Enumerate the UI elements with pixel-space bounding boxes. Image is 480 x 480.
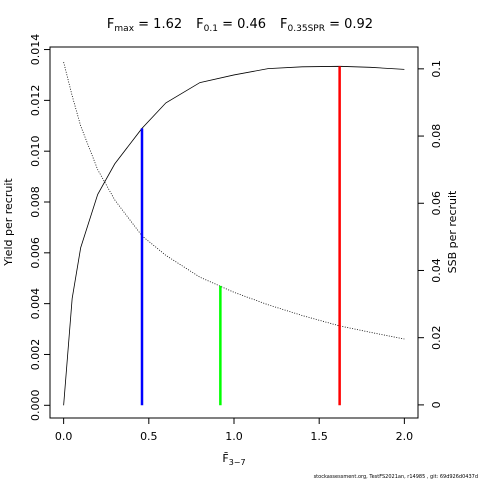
x-label-main: F̄	[222, 452, 228, 465]
y-tick-label: 0.006	[29, 237, 42, 269]
y-tick-label: 0.012	[29, 85, 42, 117]
x-tick-label: 2.0	[396, 430, 414, 443]
title-sub: max	[114, 24, 134, 34]
series-line	[63, 65, 405, 406]
title-sub: 0.35SPR	[288, 24, 325, 34]
y2-tick-label: 0.08	[430, 124, 443, 149]
x-tick-label: 0.5	[140, 430, 158, 443]
title-main: F	[196, 17, 203, 32]
x-label-sub: 3−7	[229, 458, 246, 467]
y2-tick-label: 0	[430, 401, 443, 408]
title-main: F	[280, 17, 287, 32]
series-line	[63, 62, 405, 340]
chart-title: Fmax = 1.62 F0.1 = 0.46 F0.35SPR = 0.92	[107, 17, 373, 34]
y-tick-label: 0.014	[29, 34, 42, 65]
y-tick-label: 0.010	[29, 135, 42, 167]
title-rest: = 0.92	[325, 17, 373, 32]
title-rest: = 0.46	[218, 17, 266, 32]
y2-tick-label: 0.06	[430, 191, 443, 216]
plot-frame	[49, 46, 419, 419]
y-tick-label: 0.002	[29, 339, 42, 371]
x-tick-label: 0.0	[55, 430, 73, 443]
title-sub: 0.1	[204, 24, 218, 34]
y-axis-label: Yield per recruit	[2, 178, 15, 267]
y2-axis-label: SSB per recruit	[446, 190, 459, 273]
y2-tick-label: 0.04	[430, 258, 443, 283]
x-tick-label: 1.0	[225, 430, 243, 443]
y-tick-label: 0.000	[29, 390, 42, 422]
title-main: F	[107, 17, 114, 32]
x-axis-label: F̄3−7	[222, 452, 245, 467]
title-rest: = 1.62	[134, 17, 182, 32]
y2-tick-label: 0.1	[430, 60, 443, 78]
y2-tick-label: 0.02	[430, 325, 443, 350]
footer: stockassessment.org, TestFS2021an, r1498…	[314, 474, 478, 480]
y-tick-label: 0.008	[29, 186, 42, 218]
x-tick-label: 1.5	[310, 430, 328, 443]
y-tick-label: 0.004	[29, 288, 42, 320]
